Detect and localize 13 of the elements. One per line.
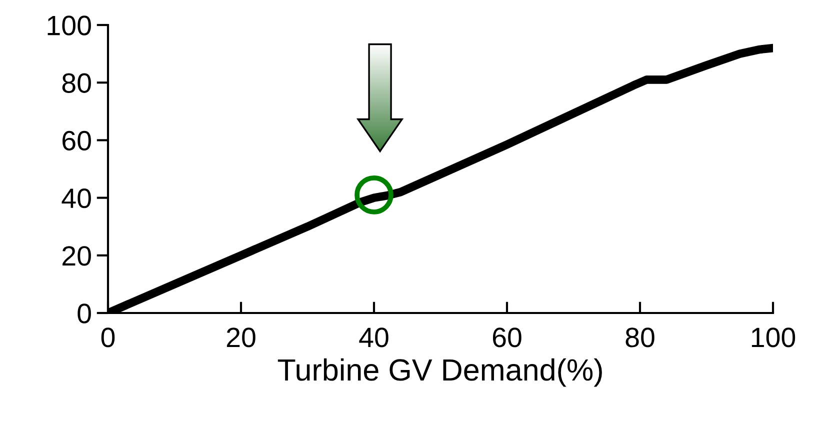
x-tick-label: 40 — [359, 328, 388, 348]
y-tick-label: 40 — [62, 188, 91, 208]
y-tick-label: 60 — [62, 130, 91, 151]
y-tick-label: 20 — [62, 246, 91, 266]
x-tick-label: 100 — [752, 328, 796, 348]
x-tick-label: 60 — [492, 328, 522, 348]
y-tick-label: 80 — [62, 73, 91, 93]
x-tick-label: 0 — [101, 328, 115, 348]
x-tick-label: 80 — [626, 328, 654, 348]
y-tick-label: 100 — [48, 16, 91, 36]
x-axis-title: Turbine GV Demand(%) — [278, 358, 602, 387]
x-tick-label: 20 — [226, 328, 256, 348]
y-tick-label: 0 — [78, 304, 91, 324]
